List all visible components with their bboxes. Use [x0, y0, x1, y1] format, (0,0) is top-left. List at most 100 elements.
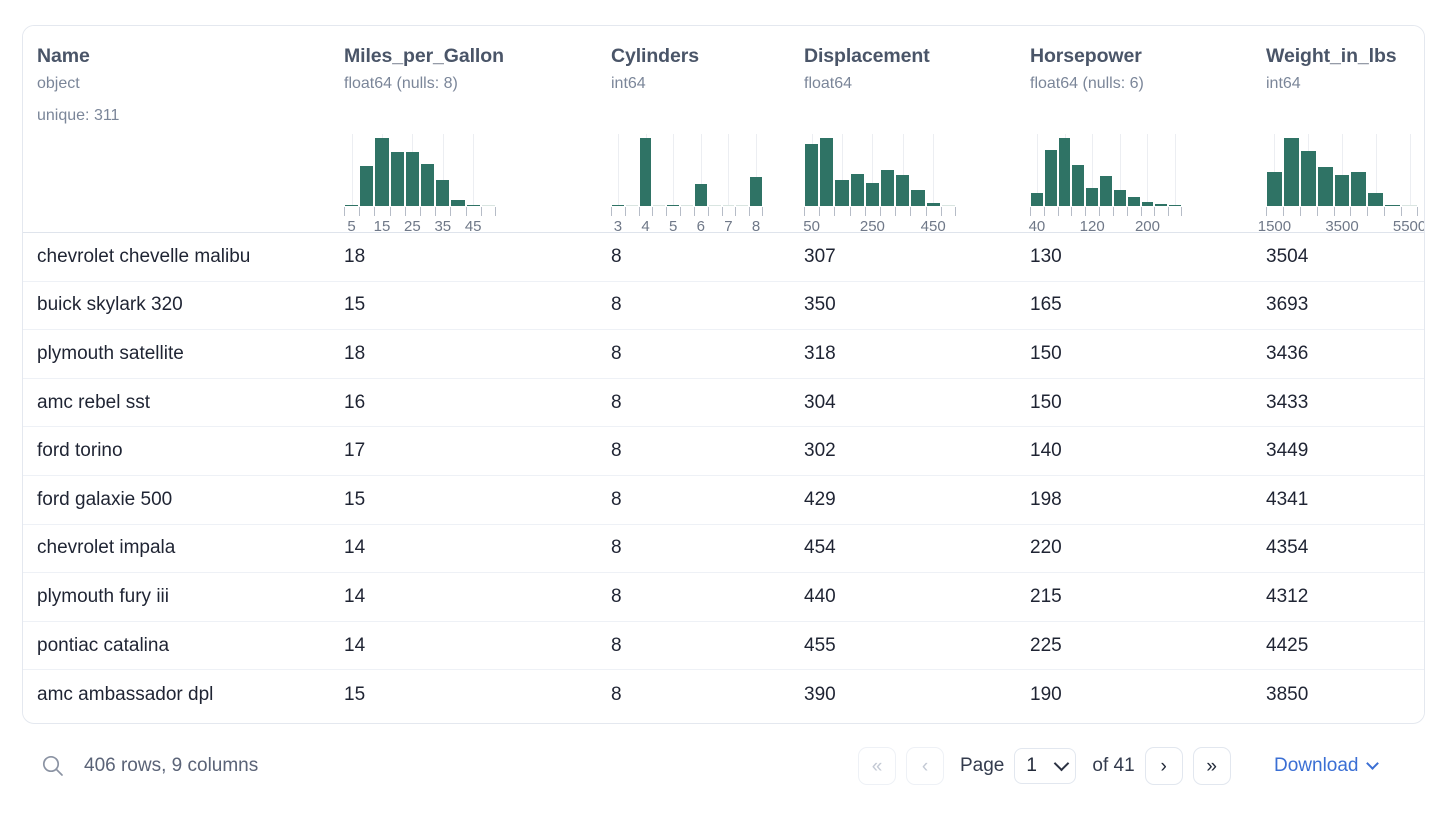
- histogram-gridline: [351, 134, 353, 206]
- table-row[interactable]: buick skylark 320 15 8 350 165 3693: [23, 282, 1424, 331]
- axis-tick-label: 200: [1134, 218, 1160, 232]
- table-row[interactable]: plymouth fury iii 14 8 440 215 4312: [23, 573, 1424, 622]
- axis-tick: [1154, 207, 1156, 216]
- histogram-bar: [1402, 204, 1417, 206]
- column-header-name[interactable]: Name object unique: 311: [23, 26, 330, 232]
- axis-tick-label: 7: [724, 218, 733, 232]
- table-cell-disp: 440: [804, 585, 836, 607]
- column-title: Weight_in_lbs: [1266, 45, 1397, 67]
- column-header-weight-in-lbs[interactable]: Weight_in_lbs int64 1500 3500 5500: [1252, 26, 1424, 232]
- axis-tick: [1282, 207, 1284, 216]
- table-cell-cyl: 8: [611, 391, 622, 413]
- table-row[interactable]: chevrolet impala 14 8 454 220 4354: [23, 525, 1424, 574]
- axis-tick-label: 6: [696, 218, 705, 232]
- histogram-gridline: [1342, 134, 1343, 206]
- table-row[interactable]: amc rebel sst 16 8 304 150 3433: [23, 379, 1424, 428]
- histogram-gridline: [1375, 134, 1377, 206]
- axis-tick: [480, 207, 482, 216]
- histogram-bars: [804, 134, 956, 206]
- histogram-gridline: [756, 134, 758, 206]
- table-cell-name: ford galaxie 500: [37, 488, 173, 510]
- histogram-bar: [1283, 138, 1299, 206]
- search-icon[interactable]: [40, 753, 66, 779]
- histogram-bar: [390, 152, 404, 206]
- histogram-bar: [1351, 172, 1367, 206]
- table-cell-mpg: 17: [344, 440, 366, 462]
- histogram-bar: [420, 164, 435, 206]
- table-cell-wt: 4341: [1266, 488, 1309, 510]
- chevron-down-icon: [1054, 755, 1070, 771]
- table-row[interactable]: amc ambassador dpl 15 8 390 190 3850: [23, 670, 1424, 719]
- column-dtype: int64: [611, 75, 646, 92]
- histogram-bar: [667, 204, 680, 206]
- histogram-bar: [1072, 165, 1085, 206]
- column-title: Cylinders: [611, 45, 699, 67]
- table-row[interactable]: pontiac catalina 14 8 455 225 4425: [23, 622, 1424, 671]
- histogram-bar: [1058, 138, 1071, 206]
- histogram-displacement: 50 250 450: [803, 134, 956, 232]
- histogram-bars: [344, 134, 496, 206]
- table-cell-hp: 150: [1030, 342, 1062, 364]
- histogram-bar: [865, 183, 879, 206]
- column-header-cylinders[interactable]: Cylinders int64 3 4 5 6 7 8: [597, 26, 790, 232]
- axis-tick: [1168, 207, 1170, 216]
- table-row[interactable]: chevrolet chevelle malibu 18 8 307 130 3504: [23, 233, 1424, 282]
- axis-tick: [435, 207, 437, 216]
- table-cell-wt: 3693: [1266, 294, 1309, 316]
- download-menu[interactable]: Download: [1274, 755, 1379, 777]
- table-row[interactable]: ford torino 17 8 302 140 3449: [23, 427, 1424, 476]
- axis-tick: [1099, 207, 1101, 216]
- table-cell-disp: 318: [804, 342, 836, 364]
- table-cell-disp: 307: [804, 245, 836, 267]
- histogram-axis-labels: 5 15 25 35 45: [344, 218, 496, 232]
- table-cell-mpg: 18: [344, 342, 366, 364]
- histogram-bar: [345, 204, 359, 206]
- histogram-bar: [926, 203, 940, 206]
- histogram-bar: [481, 204, 495, 206]
- column-header-miles-per-gallon[interactable]: Miles_per_Gallon float64 (nulls: 8) 5 15 2…: [330, 26, 597, 232]
- axis-tick: [749, 207, 751, 216]
- histogram-weight-in-lbs: 1500 3500 5500: [1258, 134, 1424, 232]
- histogram-bar: [1113, 189, 1126, 206]
- histogram-bar: [880, 170, 895, 206]
- axis-tick: [819, 207, 821, 216]
- axis-tick: [735, 207, 737, 216]
- column-header-displacement[interactable]: Displacement float64 50 250 450: [790, 26, 1016, 232]
- table-row[interactable]: plymouth satellite 18 8 318 150 3436: [23, 330, 1424, 379]
- axis-tick: [880, 207, 881, 216]
- histogram-bar: [722, 204, 735, 206]
- axis-tick: [1299, 207, 1301, 216]
- histogram-bar: [820, 138, 834, 206]
- column-dtype: int64: [1266, 75, 1301, 92]
- histogram-axis: [1266, 207, 1418, 216]
- histogram-bar: [911, 190, 925, 206]
- histogram-gridline: [933, 134, 935, 206]
- table-cell-mpg: 14: [344, 634, 366, 656]
- previous-page-button[interactable]: ‹: [906, 747, 944, 785]
- first-page-button[interactable]: «: [858, 747, 896, 785]
- axis-tick-label: 4: [641, 218, 650, 232]
- column-unique-count: unique: 311: [37, 107, 120, 124]
- column-header-horsepower[interactable]: Horsepower float64 (nulls: 6) 40 120 200: [1016, 26, 1252, 232]
- table-cell-name: pontiac catalina: [37, 634, 170, 656]
- axis-tick-label: 3500: [1325, 218, 1359, 232]
- histogram-gridline: [872, 134, 874, 206]
- histogram-bar: [1127, 197, 1140, 206]
- axis-tick: [1350, 207, 1352, 216]
- axis-tick: [1057, 207, 1059, 216]
- histogram-gridline: [673, 134, 675, 206]
- page-number-select[interactable]: 1: [1014, 748, 1077, 784]
- histogram-axis-labels: 3 4 5 6 7 8: [611, 218, 763, 232]
- histogram-bar: [625, 204, 638, 206]
- axis-tick-label: 35: [434, 218, 452, 232]
- table-row[interactable]: ford galaxie 500 15 8 429 198 4341: [23, 476, 1424, 525]
- last-page-button[interactable]: »: [1192, 747, 1231, 785]
- axis-tick: [849, 207, 851, 216]
- table-cell-mpg: 15: [344, 294, 366, 316]
- table-cell-wt: 3850: [1266, 683, 1309, 705]
- axis-tick: [404, 207, 406, 216]
- histogram-gridline: [1036, 134, 1038, 206]
- histogram-bars: [611, 134, 763, 206]
- axis-tick: [895, 207, 897, 216]
- next-page-button[interactable]: ›: [1144, 747, 1183, 785]
